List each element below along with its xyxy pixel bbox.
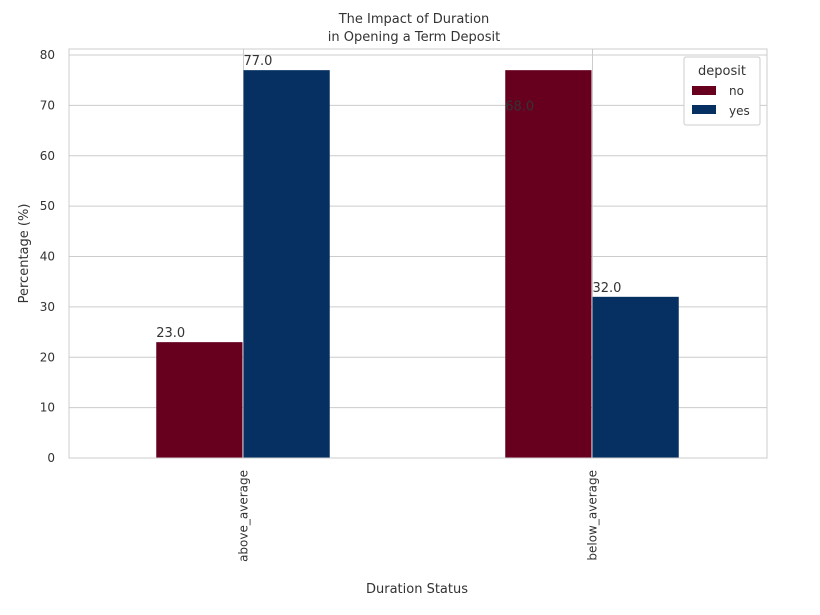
y-ticks: 0 10 20 30 40 50 60 70 80 [40,48,55,465]
y-axis-label: Percentage (%) [17,204,32,304]
legend-label-yes: yes [729,104,750,118]
y-tick-label: 60 [40,149,55,163]
data-label: 23.0 [156,326,185,341]
y-tick-label: 0 [47,451,55,465]
bar-no-above_average [156,342,243,458]
y-tick-label: 40 [40,250,55,264]
y-tick-label: 20 [40,350,55,364]
legend-swatch-yes [692,105,716,114]
y-tick-label: 70 [40,98,55,112]
chart-title-line-1: The Impact of Duration [338,12,490,27]
bars [156,70,679,458]
legend-title: deposit [698,64,746,79]
plot-frame [68,48,768,459]
bar-yes-above_average [243,70,330,458]
y-tick-label: 50 [40,199,55,213]
x-tick-label-below_average: below_average [586,470,600,561]
data-label: 68.0 [505,99,534,114]
y-tick-label: 80 [40,48,55,62]
x-axis-label: Duration Status [366,582,468,597]
chart-title-line-2: in Opening a Term Deposit [328,30,500,45]
legend: deposit no yes [683,56,761,126]
x-tick-label-above_average: above_average [237,470,251,562]
data-label: 77.0 [244,54,273,69]
data-labels: 23.0 68.0 77.0 32.0 [156,54,621,341]
bar-no-below_average [505,70,592,458]
bar-yes-below_average [592,296,679,458]
legend-swatch-no [692,86,716,95]
x-ticks: above_average below_average [237,470,600,562]
data-label: 32.0 [593,281,622,296]
y-tick-label: 30 [40,300,55,314]
legend-label-no: no [729,84,744,98]
y-tick-label: 10 [40,401,55,415]
